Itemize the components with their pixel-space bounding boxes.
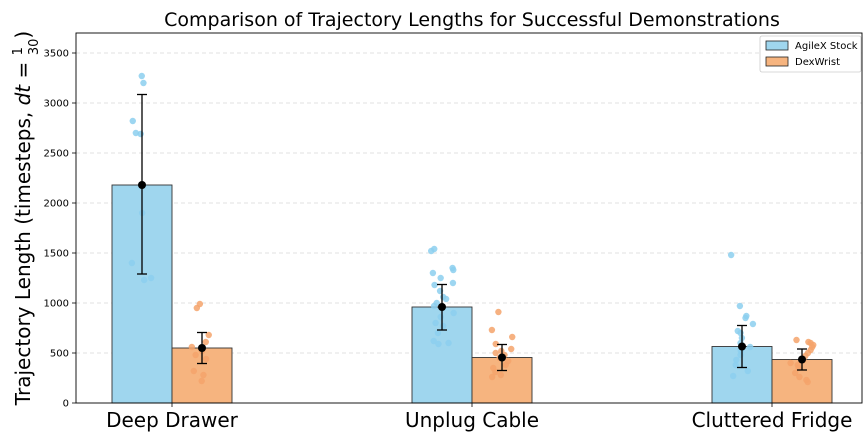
- y-tick-label: 500: [50, 349, 69, 360]
- mean-marker: [498, 353, 506, 362]
- data-point: [749, 320, 757, 328]
- data-point: [729, 372, 737, 380]
- plot-area: 0 500 1000 1500 2000 2500 3000 3500 Deep Drawer U…: [44, 32, 863, 432]
- data-point: [428, 247, 435, 255]
- data-point: [435, 340, 442, 348]
- y-tick-label: 0: [63, 399, 69, 410]
- x-tick-label: Cluttered Fridge: [692, 408, 853, 432]
- data-point: [742, 314, 749, 322]
- data-point: [198, 377, 205, 385]
- data-point: [432, 319, 439, 327]
- y-tick-label: 3500: [44, 49, 69, 60]
- data-point: [128, 259, 136, 267]
- data-point: [138, 72, 145, 80]
- data-point: [509, 333, 516, 341]
- y-tick-label: 2500: [44, 149, 69, 160]
- data-point: [190, 367, 197, 375]
- ylabel-frac-den: 30: [27, 39, 42, 56]
- data-point: [445, 339, 452, 347]
- data-point: [439, 322, 447, 330]
- data-point: [793, 336, 800, 344]
- ylabel-eq: =: [11, 55, 35, 84]
- data-point: [434, 329, 442, 337]
- data-point: [727, 251, 735, 259]
- legend-label-agilex: AgileX Stock: [795, 41, 858, 52]
- data-point: [492, 368, 499, 376]
- y-tick-label: 1500: [44, 249, 69, 260]
- legend: AgileX Stock DexWrist: [759, 35, 862, 73]
- data-point: [437, 274, 444, 282]
- data-point: [147, 274, 155, 282]
- mean-marker: [198, 344, 206, 352]
- data-point: [132, 129, 140, 137]
- data-point: [736, 302, 744, 310]
- data-point: [137, 130, 144, 138]
- data-point: [431, 281, 438, 289]
- y-tick-label: 3000: [44, 99, 69, 110]
- data-point: [737, 351, 744, 359]
- data-point: [202, 355, 210, 363]
- data-point: [787, 359, 794, 367]
- data-point: [804, 378, 811, 386]
- mean-marker: [798, 355, 806, 364]
- data-point: [492, 340, 499, 348]
- chart-title: Comparison of Trajectory Lengths for Suc…: [164, 9, 780, 31]
- data-point: [188, 343, 196, 351]
- data-point: [140, 276, 148, 284]
- ylabel-frac-num: 1: [11, 47, 26, 55]
- data-point: [732, 361, 739, 369]
- data-point: [430, 337, 437, 345]
- data-point: [796, 373, 803, 381]
- data-point: [205, 331, 212, 339]
- legend-swatch-dexwrist: [765, 56, 789, 67]
- data-point: [744, 367, 752, 375]
- data-point: [450, 309, 457, 317]
- axes-frame: [75, 32, 863, 404]
- legend-label-dexwrist: DexWrist: [795, 57, 840, 68]
- x-tick-label: Unplug Cable: [405, 408, 539, 432]
- legend-swatch-agilex: [765, 40, 789, 51]
- ylabel-suffix: ): [11, 31, 35, 39]
- data-point: [791, 369, 799, 377]
- data-point: [492, 349, 499, 357]
- data-point: [193, 304, 201, 312]
- data-point: [192, 351, 199, 359]
- data-point: [733, 356, 740, 364]
- data-point: [497, 371, 505, 379]
- y-tick-label: 1000: [44, 299, 69, 310]
- data-point: [508, 345, 515, 353]
- mean-marker: [138, 181, 146, 189]
- data-point: [430, 302, 438, 310]
- data-point: [746, 343, 754, 351]
- data-point: [502, 361, 509, 369]
- y-tick-label: 2000: [44, 199, 69, 210]
- data-point: [442, 295, 450, 303]
- mean-marker: [438, 303, 446, 311]
- svg-text:Trajectory Length (timesteps,: Trajectory Length (timesteps, dt = 130): [11, 31, 42, 407]
- data-point: [429, 269, 437, 277]
- data-point: [129, 117, 136, 125]
- x-tick-label: Deep Drawer: [106, 408, 239, 432]
- data-point: [495, 308, 502, 316]
- data-point: [437, 313, 444, 321]
- data-point: [200, 371, 207, 379]
- ylabel-prefix: Trajectory Length (timesteps,: [11, 105, 35, 406]
- data-point: [488, 373, 496, 381]
- ylabel-dt: dt: [11, 84, 35, 106]
- data-point: [450, 266, 457, 274]
- data-point: [449, 279, 457, 287]
- data-point: [488, 326, 496, 334]
- data-point: [202, 338, 209, 346]
- y-axis-label: Trajectory Length (timesteps, dt = 130): [11, 31, 42, 407]
- mean-marker: [738, 342, 746, 351]
- data-point: [140, 79, 147, 87]
